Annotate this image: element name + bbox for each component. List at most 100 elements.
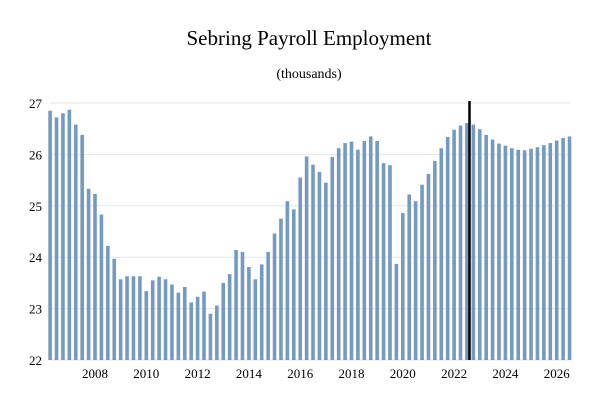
bar <box>234 250 238 360</box>
bar <box>477 129 482 360</box>
bar <box>522 150 527 360</box>
y-tick-label: 22 <box>29 353 42 368</box>
bar <box>407 194 412 360</box>
bar <box>112 258 117 360</box>
bar <box>240 252 245 360</box>
bar <box>445 136 450 360</box>
bar <box>285 201 290 360</box>
bar <box>182 287 187 360</box>
bar <box>259 264 264 360</box>
bar <box>73 124 78 360</box>
bar <box>548 143 553 360</box>
bar <box>118 279 123 360</box>
bar <box>420 184 424 360</box>
bar <box>375 141 379 360</box>
y-tick-label: 26 <box>29 147 43 162</box>
bar <box>131 276 136 360</box>
bar <box>54 117 59 360</box>
bar <box>144 291 149 360</box>
bar <box>80 134 84 360</box>
bar <box>330 156 335 360</box>
bar <box>227 274 232 360</box>
x-tick-label: 2024 <box>492 366 519 381</box>
bar <box>510 148 514 360</box>
x-tick-label: 2018 <box>339 366 365 381</box>
y-tick-label: 24 <box>29 250 43 265</box>
bar <box>561 137 565 360</box>
x-tick-label: 2022 <box>441 366 467 381</box>
bar <box>394 263 399 360</box>
bar <box>170 284 174 360</box>
bar <box>157 276 161 360</box>
bar <box>542 145 546 360</box>
bar <box>567 136 572 360</box>
bar <box>272 233 277 360</box>
bar <box>336 148 341 360</box>
bar <box>176 292 181 360</box>
y-tick-label: 25 <box>29 199 42 214</box>
y-tick-label: 27 <box>29 96 43 111</box>
bar <box>311 164 315 360</box>
bar <box>86 188 91 360</box>
bar <box>195 296 200 360</box>
bar <box>516 149 521 360</box>
bar <box>266 252 270 360</box>
bar <box>490 139 495 360</box>
bar <box>202 291 206 360</box>
bar <box>189 302 193 360</box>
bar <box>381 163 386 360</box>
bar <box>67 109 72 361</box>
x-axis-ticks: 2008 2010 2012 2014 2016 2018 2020 2022 2024 2026 <box>82 366 570 381</box>
bar <box>48 110 52 361</box>
bar <box>368 136 373 360</box>
x-tick-label: 2014 <box>236 366 263 381</box>
bar <box>439 148 444 360</box>
bar <box>253 279 258 360</box>
bar <box>465 123 469 360</box>
x-tick-label: 2008 <box>82 366 108 381</box>
bar <box>433 161 437 360</box>
bar <box>61 113 65 360</box>
bar <box>317 171 322 360</box>
bar <box>99 214 104 360</box>
bar <box>349 141 354 360</box>
bar <box>125 276 129 360</box>
bar <box>304 156 309 360</box>
x-tick-label: 2012 <box>185 366 211 381</box>
bar <box>401 213 405 360</box>
bar <box>106 245 110 360</box>
bar <box>497 143 501 360</box>
bar <box>484 134 488 360</box>
bar <box>356 149 360 360</box>
bar <box>452 129 456 360</box>
bar <box>554 140 559 360</box>
bar <box>298 177 302 360</box>
bar <box>324 182 328 360</box>
bar <box>291 209 296 360</box>
gridlines <box>50 102 570 361</box>
bar <box>362 141 367 360</box>
x-tick-label: 2020 <box>390 366 416 381</box>
bar <box>426 173 431 360</box>
chart-subtitle: (thousands) <box>276 67 342 82</box>
bar <box>93 193 97 360</box>
bar <box>471 124 476 360</box>
bar <box>247 266 251 360</box>
bar <box>388 165 392 360</box>
bar <box>163 279 168 360</box>
y-tick-label: 23 <box>29 302 42 317</box>
y-axis-ticks: 22 23 24 25 26 27 <box>29 96 43 368</box>
bar <box>208 313 213 360</box>
chart-title: Sebring Payroll Employment <box>187 26 432 50</box>
bar <box>150 280 155 360</box>
bar <box>343 143 347 360</box>
bar <box>503 145 508 360</box>
x-tick-label: 2026 <box>544 366 571 381</box>
bar <box>413 201 418 360</box>
bar <box>279 218 283 360</box>
bar <box>535 147 540 360</box>
bar <box>221 282 226 360</box>
x-tick-label: 2010 <box>133 366 159 381</box>
bar <box>529 148 533 360</box>
